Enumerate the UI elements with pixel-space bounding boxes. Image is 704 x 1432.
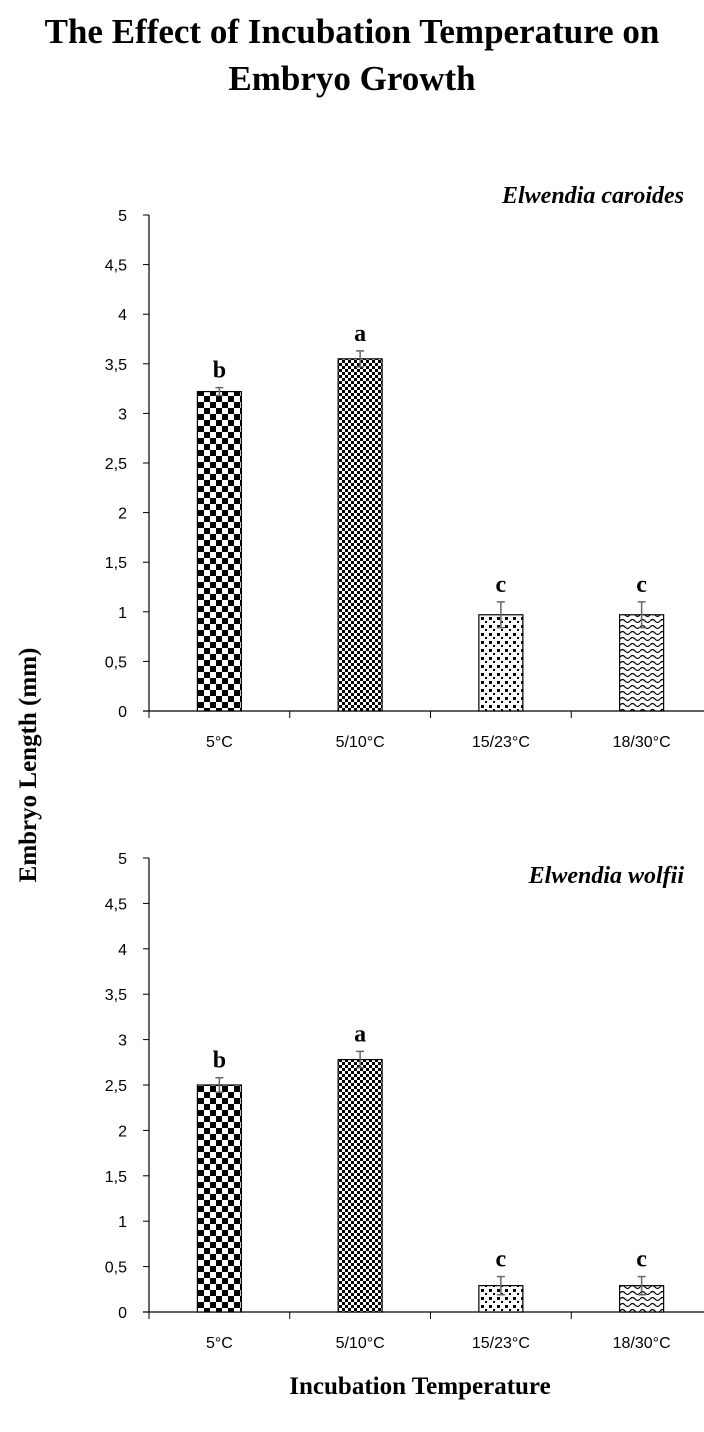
y-tick-label: 5 (118, 208, 127, 225)
x-tick-label: 18/30°C (613, 1335, 671, 1352)
chart-title: The Effect of Incubation Temperature on … (44, 12, 660, 98)
x-tick-label: 5/10°C (336, 1335, 385, 1352)
significance-label: b (213, 1048, 226, 1074)
y-tick-label: 2 (118, 1123, 127, 1140)
y-tick-label: 4,5 (105, 896, 127, 913)
x-tick-label: 5/10°C (336, 734, 385, 751)
y-tick-label: 4 (118, 942, 127, 959)
significance-label: c (496, 572, 507, 598)
y-tick-label: 3,5 (105, 357, 127, 374)
y-tick-label: 0 (118, 704, 127, 721)
significance-label: b (213, 358, 226, 384)
y-tick-label: 3 (118, 406, 127, 423)
bar (196, 1084, 242, 1313)
significance-label: c (496, 1247, 507, 1273)
y-tick-label: 0,5 (105, 654, 127, 671)
panel-species-label: Elwendia wolfii (528, 863, 685, 889)
chart-panel: Elwendia wolfii 0 0,5 1 1,5 2 2,5 3 3,5 4 4,5 5 b 5°C… (105, 851, 704, 1352)
y-tick-label: 4,5 (105, 258, 127, 275)
panel-species-label: Elwendia caroides (501, 183, 684, 209)
bar (619, 614, 665, 712)
x-tick-label: 15/23°C (472, 1335, 530, 1352)
significance-label: c (636, 572, 647, 598)
x-tick-label: 15/23°C (472, 734, 530, 751)
bar (337, 358, 383, 712)
significance-label: c (636, 1247, 647, 1273)
y-tick-label: 5 (118, 851, 127, 868)
y-tick-label: 3,5 (105, 987, 127, 1004)
x-axis-title: Incubation Temperature (289, 1373, 550, 1400)
y-tick-label: 1,5 (105, 1169, 127, 1186)
y-tick-label: 1 (118, 605, 127, 622)
y-tick-label: 4 (118, 307, 127, 324)
bar (196, 390, 242, 712)
y-tick-label: 2,5 (105, 1078, 127, 1095)
significance-label: a (354, 321, 366, 347)
y-tick-label: 1 (118, 1214, 127, 1231)
chart-panel: Elwendia caroides 0 0,5 1 1,5 2 2,5 3 3,5 4 4,5 5 b 5… (105, 183, 704, 751)
y-tick-label: 2 (118, 506, 127, 523)
x-tick-label: 5°C (206, 734, 233, 751)
x-tick-label: 18/30°C (613, 734, 671, 751)
y-tick-label: 1,5 (105, 555, 127, 572)
y-tick-label: 2,5 (105, 456, 127, 473)
bar (478, 614, 524, 712)
x-tick-label: 5°C (206, 1335, 233, 1352)
chart-panels: Elwendia caroides 0 0,5 1 1,5 2 2,5 3 3,5 4 4,5 5 b 5… (105, 183, 704, 1352)
bar (337, 1058, 383, 1313)
y-tick-label: 3 (118, 1033, 127, 1050)
significance-label: a (354, 1021, 366, 1047)
y-tick-label: 0,5 (105, 1260, 127, 1277)
y-tick-label: 0 (118, 1305, 127, 1322)
y-axis-title: Embryo Length (mm) (15, 648, 42, 883)
